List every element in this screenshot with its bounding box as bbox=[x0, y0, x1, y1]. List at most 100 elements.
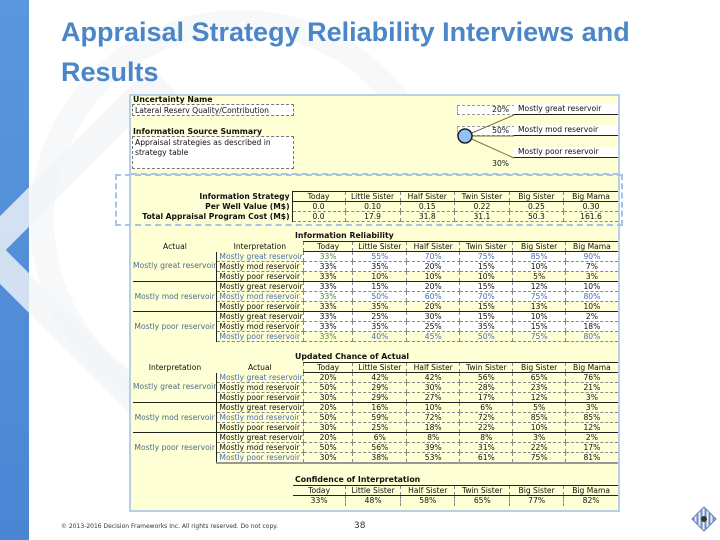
uncertainty-name-field[interactable]: Lateral Reserv Quality/Contribution bbox=[132, 104, 294, 116]
col-header: Today bbox=[302, 241, 353, 252]
cell[interactable]: 90% bbox=[564, 251, 618, 262]
cell[interactable]: 33% bbox=[302, 251, 353, 262]
cell: 72% bbox=[406, 412, 460, 423]
cell: 33% bbox=[310, 496, 328, 506]
cell[interactable]: 0.15 bbox=[399, 201, 455, 212]
cell: 65% bbox=[454, 495, 510, 506]
tree-branch-3[interactable]: Mostly poor reservoir bbox=[514, 147, 618, 158]
cell[interactable]: 85% bbox=[512, 251, 566, 262]
cell: 76% bbox=[564, 372, 618, 383]
cell[interactable]: 15% bbox=[459, 261, 513, 272]
cell[interactable]: 33% bbox=[302, 321, 353, 332]
cell[interactable]: 70% bbox=[459, 291, 513, 302]
cell[interactable]: 0.30 bbox=[563, 201, 618, 212]
cell[interactable]: 70% bbox=[406, 251, 460, 262]
cell: 50% bbox=[459, 331, 513, 342]
cell[interactable]: 18% bbox=[564, 321, 618, 332]
cell: 2% bbox=[564, 432, 618, 443]
cell: 10% bbox=[352, 271, 407, 282]
col-header: Big Sister bbox=[509, 485, 564, 496]
cell: 16% bbox=[352, 402, 407, 413]
cell[interactable]: 0.10 bbox=[344, 201, 400, 212]
col-header: Half Sister bbox=[399, 191, 455, 202]
cell[interactable]: 15% bbox=[352, 281, 407, 292]
cell[interactable]: 75% bbox=[459, 251, 513, 262]
actual-group-label: Mostly poor reservoir bbox=[134, 321, 215, 331]
cell[interactable]: 25% bbox=[406, 321, 460, 332]
cell: 58% bbox=[400, 495, 455, 506]
info-source-field[interactable]: Appraisal strategies as described in str… bbox=[132, 136, 294, 169]
cell[interactable]: 17.9 bbox=[344, 211, 400, 222]
cell[interactable]: 33% bbox=[302, 281, 353, 292]
tree-branch-2[interactable]: Mostly mod reservoir bbox=[514, 125, 618, 136]
cell[interactable]: 20% bbox=[406, 261, 460, 272]
col-header: Little Sister bbox=[344, 191, 400, 202]
cell[interactable]: 10% bbox=[564, 281, 618, 292]
cell: 42% bbox=[406, 372, 460, 383]
cell[interactable]: 2% bbox=[564, 311, 618, 322]
cell: 82% bbox=[563, 495, 618, 506]
cell[interactable]: 15% bbox=[459, 281, 513, 292]
cell: 23% bbox=[512, 382, 566, 393]
interpretation-label: Mostly poor reservoir bbox=[216, 331, 304, 342]
cell[interactable]: 35% bbox=[352, 261, 407, 272]
cell[interactable]: 55% bbox=[352, 251, 407, 262]
cell[interactable]: 31.8 bbox=[399, 211, 455, 222]
cell[interactable]: 25% bbox=[352, 311, 407, 322]
cell: 10% bbox=[564, 301, 618, 312]
strategy-row-label: Information Strategy bbox=[133, 191, 293, 202]
col-header: Big Mama bbox=[563, 191, 618, 202]
cell[interactable]: 0.0 bbox=[291, 211, 346, 222]
cell: 29% bbox=[352, 392, 407, 403]
cell[interactable]: 0.22 bbox=[454, 201, 510, 212]
cell[interactable]: 12% bbox=[512, 281, 566, 292]
cell[interactable]: 35% bbox=[459, 321, 513, 332]
cell: 10% bbox=[512, 422, 566, 433]
cell[interactable]: 33% bbox=[302, 261, 353, 272]
cell: 85% bbox=[564, 412, 618, 423]
interpretation-label: Mostly poor reservoir bbox=[216, 301, 304, 312]
cell[interactable]: 161.6 bbox=[563, 211, 618, 222]
strategy-table: Information Strategy Today Little Sister… bbox=[133, 191, 618, 222]
cell: 30% bbox=[406, 382, 460, 393]
cell[interactable]: 60% bbox=[406, 291, 460, 302]
cell: 59% bbox=[352, 412, 407, 423]
cell: 8% bbox=[406, 432, 460, 443]
cell: 21% bbox=[564, 382, 618, 393]
cell[interactable]: 7% bbox=[564, 261, 618, 272]
cell: 42% bbox=[352, 372, 407, 383]
cell: 61% bbox=[459, 452, 513, 464]
cell[interactable]: 10% bbox=[512, 311, 566, 322]
cell[interactable]: 10% bbox=[512, 261, 566, 272]
cell[interactable]: 20% bbox=[406, 281, 460, 292]
cell[interactable]: 30% bbox=[406, 311, 460, 322]
cell[interactable]: 33% bbox=[302, 311, 353, 322]
cell[interactable]: 15% bbox=[512, 321, 566, 332]
col-header: Twin Sister bbox=[454, 485, 510, 496]
interpretation-label: Mostly poor reservoir bbox=[216, 271, 304, 282]
cell: 3% bbox=[564, 402, 618, 413]
cell: 15% bbox=[459, 301, 513, 312]
cell: 75% bbox=[512, 452, 566, 464]
cell: 77% bbox=[509, 495, 564, 506]
tree-branch-1[interactable]: Mostly great reservoir bbox=[514, 104, 618, 115]
cell[interactable]: 50.3 bbox=[508, 211, 564, 222]
uncertainty-name-label: Uncertainty Name bbox=[133, 95, 213, 104]
cell[interactable]: 50% bbox=[352, 291, 407, 302]
interpretation-label: Mostly mod reservoir bbox=[216, 291, 304, 302]
cell: 30% bbox=[302, 422, 353, 433]
col-header: Today bbox=[302, 362, 353, 373]
col-header: Half Sister bbox=[406, 241, 460, 252]
cell[interactable]: 33% bbox=[302, 291, 353, 302]
cell[interactable]: 0.0 bbox=[291, 201, 346, 212]
cell[interactable]: 75% bbox=[512, 291, 566, 302]
cell: 6% bbox=[459, 402, 513, 413]
cell: 20% bbox=[302, 432, 353, 443]
cell: 80% bbox=[564, 331, 618, 342]
actual-group-label: Mostly mod reservoir bbox=[133, 281, 217, 312]
cell[interactable]: 0.25 bbox=[508, 201, 564, 212]
cell[interactable]: 31.1 bbox=[454, 211, 510, 222]
cell[interactable]: 15% bbox=[459, 311, 513, 322]
cell[interactable]: 80% bbox=[564, 291, 618, 302]
cell[interactable]: 35% bbox=[352, 321, 407, 332]
